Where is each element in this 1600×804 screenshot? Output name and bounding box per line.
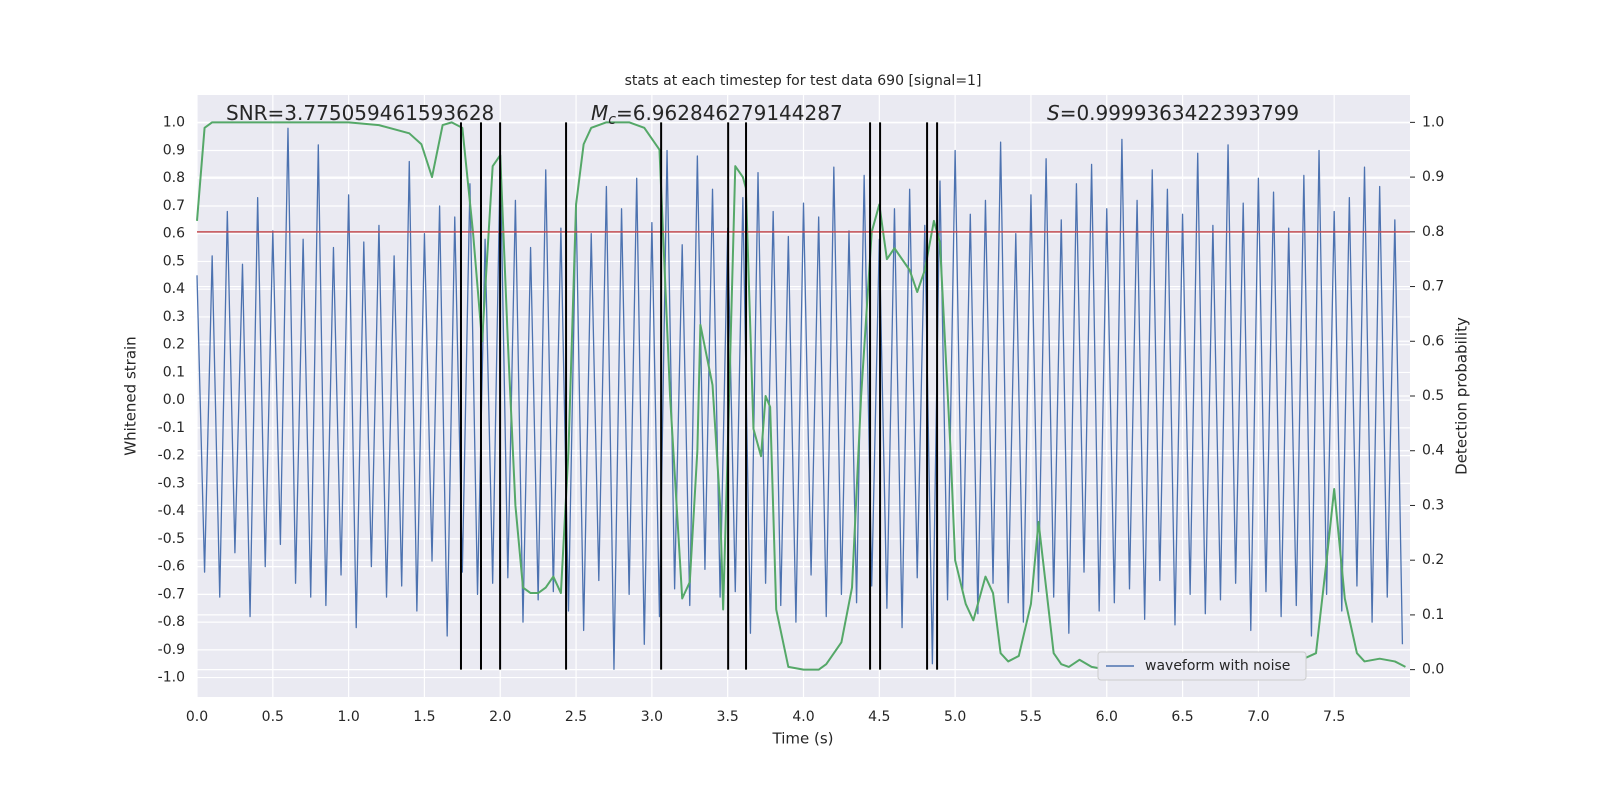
y-tick-label: -1.0 (158, 670, 185, 686)
y-tick-label: -0.9 (158, 642, 185, 658)
annotation-part: S (1047, 101, 1060, 125)
y-tick-label: 0.9 (163, 142, 185, 158)
x-tick-label: 1.0 (337, 709, 359, 725)
y2-tick-label: 0.5 (1422, 388, 1444, 404)
y-tick-label: 0.4 (163, 281, 185, 297)
y-axis-label: Whitened strain (122, 336, 140, 455)
y-tick-label: -0.7 (158, 586, 185, 602)
annotation-part: c (608, 112, 616, 128)
y2-tick-label: 1.0 (1422, 114, 1444, 130)
annotation-part: M (591, 101, 608, 125)
y-tick-label: 0.2 (163, 337, 185, 353)
y-tick-label: 0.3 (163, 309, 185, 325)
x-tick-label: 5.5 (1020, 709, 1042, 725)
x-tick-label: 3.0 (641, 709, 663, 725)
y-tick-label: 0.7 (163, 198, 185, 214)
x-tick-label: 4.0 (792, 709, 814, 725)
y-tick-label: 0.0 (163, 392, 185, 408)
legend-box (1097, 651, 1307, 681)
x-tick-label: 4.5 (868, 709, 890, 725)
x-tick-label: 6.5 (1171, 709, 1193, 725)
y2-tick-label: 0.8 (1422, 224, 1444, 240)
y-tick-label: -0.1 (158, 420, 185, 436)
x-tick-label: 0.0 (186, 709, 208, 725)
y2-tick-label: 0.4 (1422, 443, 1444, 459)
x-tick-label: 0.5 (262, 709, 284, 725)
annotation-part: =6.962846279144287 (616, 101, 843, 125)
y2-tick-label: 0.6 (1422, 333, 1444, 349)
annotation: SNR=3.775059461593628 (226, 101, 494, 125)
x-tick-label: 6.0 (1096, 709, 1118, 725)
y-tick-label: 0.8 (163, 170, 185, 186)
y-tick-label: 0.6 (163, 226, 185, 242)
legend-label: waveform with noise (1145, 658, 1290, 674)
y-tick-label: -0.8 (158, 614, 185, 630)
y2-tick-label: 0.3 (1422, 497, 1444, 513)
y-tick-label: -0.3 (158, 475, 185, 491)
y2-axis-label: Detection probability (1453, 317, 1471, 475)
x-tick-label: 2.5 (565, 709, 587, 725)
x-tick-label: 5.0 (944, 709, 966, 725)
chart-title: stats at each timestep for test data 690… (625, 73, 982, 89)
annotation-part: =0.9999363422393799 (1060, 101, 1299, 125)
x-tick-label: 7.0 (1247, 709, 1269, 725)
y-tick-label: -0.5 (158, 531, 185, 547)
annotation-part: SNR=3.775059461593628 (226, 101, 494, 125)
y-tick-label: 1.0 (163, 115, 185, 131)
y2-tick-label: 0.7 (1422, 279, 1444, 295)
y-tick-label: -0.4 (158, 503, 185, 519)
annotation: S=0.9999363422393799 (1047, 101, 1299, 125)
x-tick-label: 1.5 (413, 709, 435, 725)
x-tick-label: 2.0 (489, 709, 511, 725)
y2-tick-label: 0.2 (1422, 552, 1444, 568)
x-tick-label: 7.5 (1323, 709, 1345, 725)
x-tick-label: 3.5 (717, 709, 739, 725)
waveform-line (196, 127, 1404, 670)
y2-tick-label: 0.1 (1422, 607, 1444, 623)
y-tick-label: 0.1 (163, 364, 185, 380)
y-tick-label: -0.6 (158, 559, 185, 575)
annotation: Mc=6.962846279144287 (591, 101, 843, 129)
y-tick-label: 0.5 (163, 253, 185, 269)
y2-tick-label: 0.9 (1422, 169, 1444, 185)
y-tick-label: -0.2 (158, 448, 185, 464)
y2-tick-label: 0.0 (1422, 662, 1444, 678)
x-axis-label: Time (s) (772, 730, 834, 748)
